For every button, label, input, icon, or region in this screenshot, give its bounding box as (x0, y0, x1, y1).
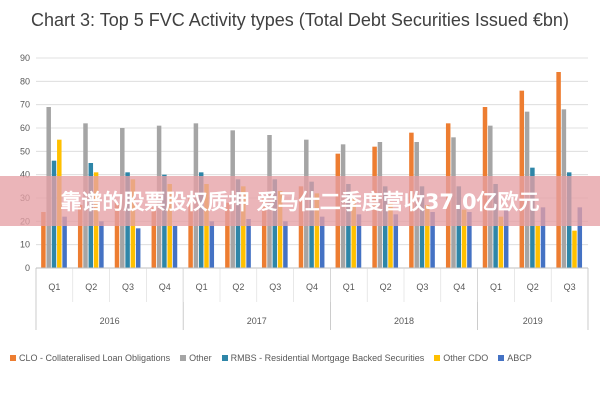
overlay-banner: 靠谱的股票股权质押 爱马仕二季度营收37.0亿欧元 (0, 176, 600, 226)
bar (41, 212, 46, 268)
bar (388, 202, 393, 268)
year-label: 2017 (247, 316, 267, 326)
bar (62, 216, 67, 268)
y-tick-label: 90 (20, 53, 30, 63)
overlay-banner-text: 靠谱的股票股权质押 爱马仕二季度营收37.0亿欧元 (60, 190, 540, 214)
bar (241, 186, 246, 268)
bar (246, 219, 251, 268)
year-label: 2016 (100, 316, 120, 326)
x-tick-label: Q1 (343, 282, 355, 292)
x-tick-label: Q1 (196, 282, 208, 292)
x-tick-label: Q3 (122, 282, 134, 292)
bar (135, 228, 141, 268)
bar (261, 198, 267, 268)
legend-swatch (180, 355, 187, 361)
bar (493, 184, 498, 268)
bar (556, 72, 561, 268)
bar (167, 184, 172, 268)
chart-title: Chart 3: Top 5 FVC Activity types (Total… (31, 10, 569, 30)
y-tick-label: 70 (20, 100, 30, 110)
legend-label: RMBS - Residential Mortgage Backed Secur… (230, 353, 425, 363)
bar (498, 216, 504, 268)
y-tick-label: 40 (20, 170, 30, 180)
x-tick-label: Q4 (159, 282, 171, 292)
bar (77, 205, 83, 268)
year-label: 2019 (523, 316, 543, 326)
bar (572, 230, 577, 268)
bar (204, 184, 209, 268)
x-tick-label: Q4 (453, 282, 465, 292)
bar (351, 198, 356, 268)
x-tick-label: Q4 (306, 282, 318, 292)
x-tick-label: Q2 (380, 282, 392, 292)
y-tick-label: 10 (20, 240, 30, 250)
bar (151, 207, 157, 268)
legend-label: ABCP (507, 353, 532, 363)
bar (425, 205, 430, 268)
bar (430, 212, 435, 268)
bar (419, 186, 425, 268)
legend-swatch (434, 355, 441, 361)
x-tick-label: Q2 (85, 282, 97, 292)
x-tick-label: Q1 (490, 282, 502, 292)
bar (314, 193, 320, 268)
legend-item: RMBS - Residential Mortgage Backed Secur… (221, 353, 425, 363)
bar (461, 209, 467, 268)
bar (99, 221, 104, 268)
legend-item: Other CDO (434, 353, 488, 363)
year-label: 2018 (394, 316, 414, 326)
bar (277, 191, 283, 268)
legend-swatch (10, 355, 16, 361)
chart-legend: CLO - Collateralised Loan Obligations Oth… (10, 350, 595, 366)
legend-label: Other (189, 353, 212, 363)
bar (209, 221, 215, 268)
legend-item: CLO - Collateralised Loan Obligations (10, 353, 170, 363)
y-tick-label: 80 (20, 76, 30, 86)
legend-item: Other (180, 353, 212, 363)
bar (188, 198, 193, 268)
x-tick-label: Q3 (564, 282, 576, 292)
legend-label: Other CDO (443, 353, 489, 363)
legend-swatch (221, 355, 228, 361)
bar (283, 221, 288, 268)
bar (540, 207, 546, 268)
bar (577, 207, 583, 268)
bar (114, 202, 120, 268)
y-tick-label: 60 (20, 123, 30, 133)
y-tick-label: 50 (20, 146, 30, 156)
bar (319, 216, 325, 268)
bar (298, 186, 304, 268)
bar (535, 226, 540, 268)
bar (456, 186, 462, 268)
legend-item: ABCP (498, 353, 532, 363)
bar (503, 209, 509, 268)
bars (41, 72, 583, 269)
bar (356, 214, 362, 268)
x-tick-label: Q2 (527, 282, 539, 292)
y-tick-label: 0 (25, 263, 30, 273)
bar (346, 184, 351, 268)
x-tick-label: Q2 (232, 282, 244, 292)
bar (225, 202, 230, 268)
bar (382, 186, 388, 268)
legend-swatch (498, 355, 505, 361)
x-tick-label: Q3 (269, 282, 281, 292)
bar (393, 214, 399, 268)
x-tick-label: Q3 (416, 282, 428, 292)
bar (172, 226, 178, 268)
legend-label: CLO - Collateralised Loan Obligations (19, 353, 171, 363)
bar (467, 212, 472, 268)
x-tick-label: Q1 (48, 282, 60, 292)
